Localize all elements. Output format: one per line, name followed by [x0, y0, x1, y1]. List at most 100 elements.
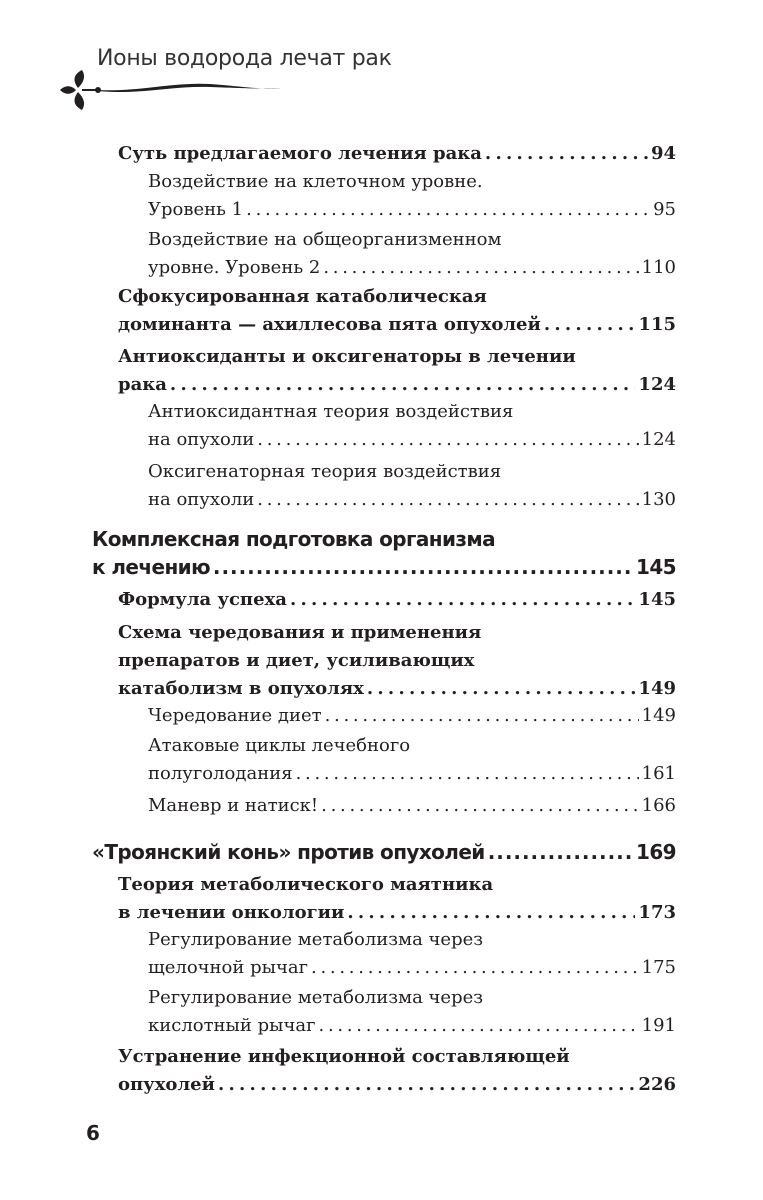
- toc-entry-line: препаратов и диет, усиливающих: [118, 647, 676, 675]
- toc-page-number: 145: [638, 589, 676, 610]
- toc-entry: Чередование диет 149: [148, 702, 676, 730]
- leader-dots: [488, 838, 633, 866]
- toc-page-number: 124: [638, 374, 676, 395]
- toc-entry-title: кислотный рычаг: [148, 1015, 316, 1036]
- toc-entry: Теория метаболического маятника в лечении…: [118, 871, 676, 927]
- toc-entry-line: Регулирование метаболизма через: [148, 926, 676, 954]
- toc-entry-line: полуголодания 161: [148, 760, 676, 788]
- toc-entry: Схема чередования и применения препаратов…: [118, 619, 676, 703]
- toc-entry-line: в лечении онкологии 173: [118, 899, 676, 927]
- toc-entry: Суть предлагаемого лечения рака 94: [118, 140, 676, 168]
- toc-entry: «Троянский конь» против опухолей 169: [92, 838, 677, 866]
- toc-entry-title: Маневр и натиск!: [148, 795, 319, 816]
- toc-entry: Регулирование метаболизма через кислотный…: [148, 984, 676, 1040]
- toc-entry-title: опухолей: [118, 1074, 215, 1095]
- toc-page-number: 149: [641, 705, 676, 726]
- toc-entry-title: Атаковые циклы лечебного: [148, 735, 411, 756]
- toc-entry: Маневр и натиск! 166: [148, 792, 676, 820]
- toc-entry-line: Атаковые циклы лечебного: [148, 732, 676, 760]
- toc-entry-line: доминанта — ахиллесова пята опухолей 115: [118, 311, 676, 339]
- leader-dots: [218, 1071, 635, 1099]
- leader-dots: [347, 899, 635, 927]
- toc-entry-line: Чередование диет 149: [148, 702, 676, 730]
- leader-dots: [321, 792, 638, 820]
- toc-entry: Комплексная подготовка организма к лечени…: [92, 525, 677, 581]
- toc-entry-title: Теория метаболического маятника: [118, 874, 494, 895]
- toc-entry-line: на опухоли 124: [148, 426, 676, 454]
- leader-dots: [296, 760, 639, 788]
- toc-entry: Регулирование метаболизма через щелочной …: [148, 926, 676, 982]
- toc-entry-line: опухолей 226: [118, 1071, 676, 1099]
- toc-page-number: 95: [653, 199, 676, 220]
- toc-entry-line: Маневр и натиск! 166: [148, 792, 676, 820]
- toc-entry: Атаковые циклы лечебного полуголодания 161: [148, 732, 676, 788]
- toc-entry-title: Оксигенаторная теория воздействия: [148, 461, 502, 482]
- ornament-divider-icon: [60, 70, 280, 110]
- toc-page-number: 226: [638, 1074, 676, 1095]
- leader-dots: [485, 140, 648, 168]
- toc-entry-title: Схема чередования и применения: [118, 622, 482, 643]
- toc-entry-title: Уровень 1: [148, 199, 244, 220]
- toc-page-number: 94: [650, 143, 676, 164]
- leader-dots: [323, 254, 638, 282]
- toc-entry-title: «Троянский конь» против опухолей: [92, 840, 485, 864]
- toc-entry-title: рака: [118, 374, 167, 395]
- toc-entry-line: катаболизм в опухолях 149: [118, 675, 676, 703]
- toc-entry-line: Регулирование метаболизма через: [148, 984, 676, 1012]
- toc-entry-line: к лечению 145: [92, 553, 677, 581]
- toc-entry-line: кислотный рычаг 191: [148, 1012, 676, 1040]
- toc-entry-line: на опухоли 130: [148, 486, 676, 514]
- toc-entry-title: Регулирование метаболизма через: [148, 929, 484, 950]
- toc-entry: Антиоксиданты и оксигенаторы в лечении ра…: [118, 343, 676, 399]
- toc-entry: Воздействие на клеточном уровне. Уровень …: [148, 168, 676, 224]
- toc-page-number: 161: [641, 763, 676, 784]
- toc-entry-title: доминанта — ахиллесова пята опухолей: [118, 314, 541, 335]
- toc-entry: Сфокусированная катаболическая доминанта …: [118, 283, 676, 339]
- toc-entry-line: Формула успеха 145: [118, 586, 676, 614]
- page-number: 6: [86, 1121, 100, 1145]
- toc-entry-title: на опухоли: [148, 489, 255, 510]
- toc-entry-title: Антиоксидантная теория воздействия: [148, 401, 514, 422]
- toc-entry-title: полуголодания: [148, 763, 293, 784]
- toc-page-number: 173: [638, 902, 676, 923]
- toc-entry-title: Регулирование метаболизма через: [148, 987, 484, 1008]
- toc-entry-line: Теория метаболического маятника: [118, 871, 676, 899]
- toc-page-number: 169: [636, 840, 677, 864]
- toc-entry-line: Воздействие на общеорганизменном: [148, 226, 676, 254]
- leader-dots: [290, 586, 635, 614]
- leader-dots: [311, 954, 639, 982]
- toc-entry-line: щелочной рычаг 175: [148, 954, 676, 982]
- toc-entry-title: Формула успеха: [118, 589, 287, 610]
- leader-dots: [170, 371, 636, 399]
- toc-entry-title: Сфокусированная катаболическая: [118, 286, 487, 307]
- leader-dots: [213, 553, 633, 581]
- toc-entry-line: Комплексная подготовка организма: [92, 525, 676, 553]
- toc-entry-title: щелочной рычаг: [148, 957, 309, 978]
- toc-page-number: 124: [641, 429, 676, 450]
- toc-entry-line: «Троянский конь» против опухолей 169: [92, 838, 677, 866]
- toc-entry-line: Антиоксидантная теория воздействия: [148, 398, 676, 426]
- toc-entry-line: Суть предлагаемого лечения рака 94: [118, 140, 676, 168]
- toc-entry-title: на опухоли: [148, 429, 255, 450]
- toc-entry-title: Чередование диет: [148, 705, 322, 726]
- toc-entry-title: Суть предлагаемого лечения рака: [118, 143, 482, 164]
- toc-entry-title: препаратов и диет, усиливающих: [118, 650, 475, 671]
- toc-entry-line: Сфокусированная катаболическая: [118, 283, 676, 311]
- toc-entry-line: Оксигенаторная теория воздействия: [148, 458, 676, 486]
- toc-entry: Воздействие на общеорганизменном уровне. …: [148, 226, 676, 282]
- toc-entry: Оксигенаторная теория воздействия на опух…: [148, 458, 676, 514]
- toc-page-number: 166: [641, 795, 676, 816]
- toc-entry-line: Устранение инфекционной составляющей: [118, 1043, 676, 1071]
- toc-entry: Формула успеха 145: [118, 586, 676, 614]
- leader-dots: [257, 426, 638, 454]
- toc-entry-line: Воздействие на клеточном уровне.: [148, 168, 676, 196]
- leader-dots: [246, 196, 650, 224]
- toc-page-number: 175: [641, 957, 676, 978]
- toc-entry-title: в лечении онкологии: [118, 902, 345, 923]
- toc-entry-title: Устранение инфекционной составляющей: [118, 1046, 570, 1067]
- toc-entry-title: катаболизм в опухолях: [118, 678, 364, 699]
- toc-entry-title: уровне. Уровень 2: [148, 257, 321, 278]
- leader-dots: [257, 486, 638, 514]
- toc-page-number: 149: [638, 678, 676, 699]
- toc-entry: Устранение инфекционной составляющей опух…: [118, 1043, 676, 1099]
